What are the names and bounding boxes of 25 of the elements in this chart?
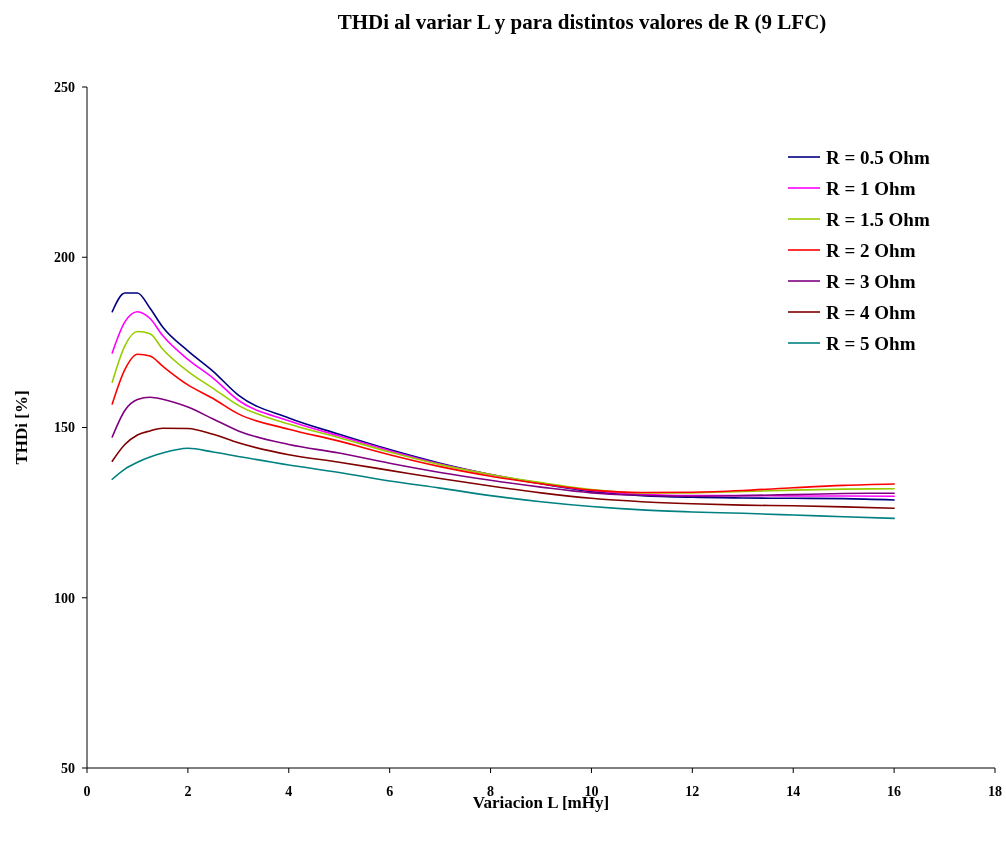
y-axis-title: THDi [%] bbox=[12, 390, 31, 465]
legend-label: R = 3 Ohm bbox=[826, 270, 916, 292]
y-tick-label: 200 bbox=[54, 250, 75, 266]
line-series bbox=[111, 427, 895, 509]
x-tick-label: 0 bbox=[83, 784, 91, 799]
legend-label: R = 1.5 Ohm bbox=[826, 208, 930, 230]
legend-label: R = 5 Ohm bbox=[826, 332, 916, 354]
x-tick-label: 6 bbox=[386, 784, 394, 799]
legend-label: R = 1 Ohm bbox=[826, 177, 916, 199]
y-tick-label: 50 bbox=[61, 760, 75, 776]
y-tick-label: 150 bbox=[54, 420, 75, 436]
y-tick-label: 100 bbox=[54, 590, 75, 606]
x-tick-label: 12 bbox=[685, 784, 700, 799]
legend-label: R = 4 Ohm bbox=[826, 301, 916, 323]
x-tick-label: 18 bbox=[988, 784, 1002, 799]
x-tick-label: 2 bbox=[184, 784, 192, 799]
line-series bbox=[111, 447, 895, 520]
x-tick-label: 14 bbox=[786, 784, 801, 799]
x-tick-label: 16 bbox=[887, 784, 902, 799]
x-tick-label: 4 bbox=[285, 784, 293, 799]
legend-label: R = 0.5 Ohm bbox=[826, 146, 930, 168]
legend-label: R = 2 Ohm bbox=[826, 239, 916, 261]
y-tick-label: 250 bbox=[54, 79, 75, 95]
chart-title: THDi al variar L y para distintos valores de R (9 LFC) bbox=[337, 10, 827, 34]
line-series bbox=[111, 396, 895, 498]
